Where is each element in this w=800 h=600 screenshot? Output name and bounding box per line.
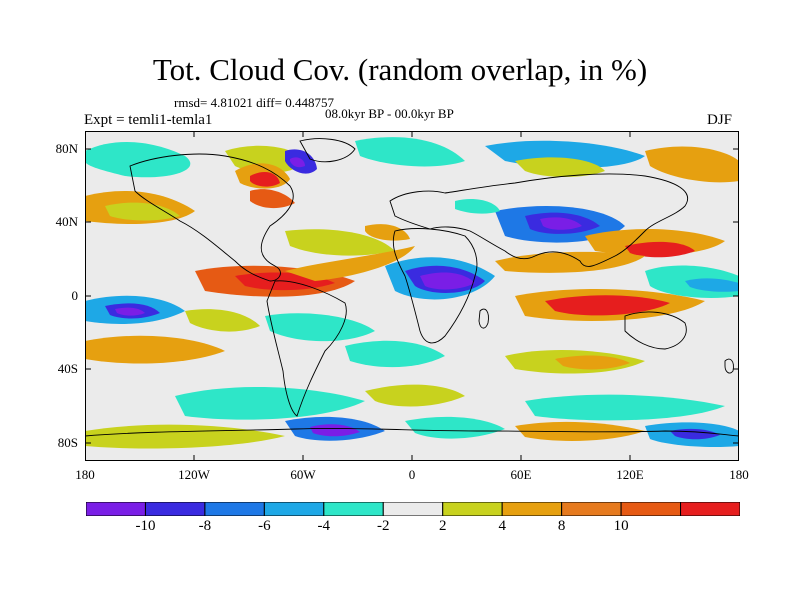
anomaly-patch <box>545 295 670 316</box>
lon-label-60e: 60E <box>510 467 532 482</box>
colorbar-label: 10 <box>613 518 629 534</box>
africa-outline <box>392 228 478 344</box>
anomaly-patch <box>105 202 180 221</box>
anomaly-patch <box>175 386 365 420</box>
lon-label-120w: 120W <box>178 467 210 482</box>
colorbar-box <box>86 502 146 516</box>
north-america-outline <box>129 153 294 282</box>
anomaly-patch <box>115 307 145 316</box>
colorbar-box <box>501 502 563 516</box>
anomaly-patch <box>420 272 475 290</box>
colorbar <box>86 502 740 516</box>
lat-label-80s: 80S <box>57 435 78 450</box>
australia-outline <box>624 311 687 350</box>
season-label: DJF <box>707 112 733 128</box>
anomaly-patch <box>250 171 280 187</box>
colorbar-box <box>442 502 503 516</box>
colorbar-label: 4 <box>498 518 506 534</box>
colorbar-box <box>144 502 206 516</box>
anomaly-patch <box>405 416 505 439</box>
colorbar-box <box>323 502 384 516</box>
colorbar-label: -2 <box>377 518 390 534</box>
anomaly-patch <box>185 309 260 332</box>
colorbar-box <box>263 502 325 516</box>
colorbar-label: -6 <box>258 518 271 534</box>
madagascar-outline <box>478 308 489 329</box>
lat-label-80n: 80N <box>55 141 78 156</box>
lon-label-180w: 180 <box>75 467 95 482</box>
anomaly-patch <box>285 229 395 256</box>
colorbar-label: -8 <box>198 518 212 534</box>
lon-label-180e: 180 <box>729 467 749 482</box>
colorbar-box <box>204 502 265 516</box>
new-zealand-outline <box>724 358 734 374</box>
colorbar-box <box>561 502 622 516</box>
anomaly-patch <box>250 189 295 209</box>
colorbar-label: 2 <box>438 518 447 534</box>
experiment-label: Expt = temli1-temla1 <box>84 112 213 128</box>
anomaly-patch <box>355 137 465 167</box>
world-map <box>85 131 739 461</box>
anomaly-patch <box>625 241 695 258</box>
eurasia-outline <box>389 173 688 267</box>
stats-label: rmsd= 4.81021 diff= 0.448757 <box>174 95 334 110</box>
colorbar-label: -10 <box>135 518 156 534</box>
anomaly-patch <box>290 157 305 168</box>
anomaly-patch <box>310 424 360 437</box>
anomaly-patch <box>455 199 500 214</box>
anomaly-patch <box>365 384 465 407</box>
colorbar-box <box>382 502 444 516</box>
colorbar-box <box>680 502 740 516</box>
period-label: 08.0kyr BP - 00.0kyr BP <box>325 106 454 121</box>
anomaly-patch <box>645 146 739 183</box>
colorbar-box <box>620 502 682 516</box>
greenland-outline <box>299 138 356 163</box>
anomaly-patch <box>525 394 725 421</box>
anomaly-field <box>85 131 739 461</box>
anomaly-patch <box>85 141 191 178</box>
lon-label-60w: 60W <box>290 467 316 482</box>
map-ticks <box>85 131 739 461</box>
anomaly-patch <box>515 157 605 177</box>
anomaly-patch <box>540 217 582 230</box>
lat-label-40s: 40S <box>57 361 78 376</box>
anomaly-patch <box>285 246 415 281</box>
anomaly-patch <box>265 313 375 342</box>
coastlines <box>85 138 739 437</box>
colorbar-label: 8 <box>557 518 566 534</box>
colorbar-boxes <box>86 502 740 516</box>
lon-label-120e: 120E <box>616 467 644 482</box>
antarctica-outline <box>85 427 739 437</box>
map-title: Tot. Cloud Cov. (random overlap, in %) <box>152 52 648 87</box>
lon-label-0: 0 <box>408 467 416 482</box>
lat-label-0: 0 <box>71 288 79 303</box>
lat-label-40n: 40N <box>55 214 78 229</box>
anomaly-patch <box>85 335 225 364</box>
anomaly-patch <box>345 340 445 368</box>
south-america-outline <box>266 280 347 417</box>
anomaly-patch <box>685 278 739 292</box>
anomaly-patch <box>555 355 630 370</box>
anomaly-patch <box>365 224 410 241</box>
colorbar-label: -4 <box>317 518 331 534</box>
